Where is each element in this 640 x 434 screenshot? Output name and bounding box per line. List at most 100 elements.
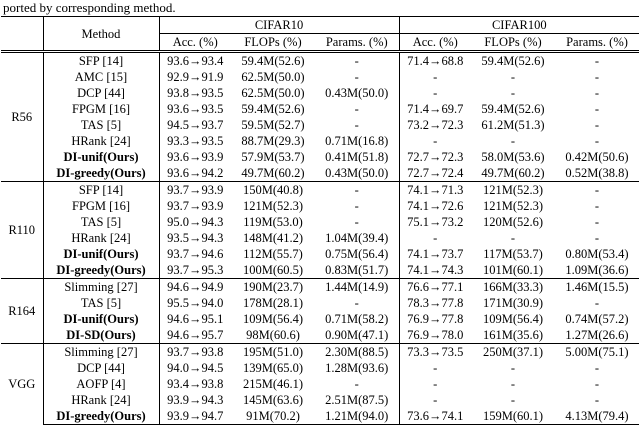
value-cell: 93.7→94.6 (167, 247, 224, 261)
method-name: TAS [5] (43, 214, 160, 230)
value-cell: - (433, 393, 438, 407)
value-cell: 159M(60.1) (471, 408, 556, 425)
value-cell: 101M(60.1) (482, 263, 544, 277)
method-name: AMC [15] (43, 69, 160, 85)
value-cell: 62.5M(50.0) (241, 70, 305, 84)
table-body: R56 SFP [14] 93.6→93.4 59.4M(52.6) -71.4→68.… (1, 51, 640, 425)
value-cell: - (315, 51, 400, 69)
value-cell: 139M(65.0) (242, 361, 304, 375)
value-cell: 58.0M(53.6) (481, 150, 545, 164)
value-cell: 74.1→73.7 (407, 247, 464, 261)
value-cell: 59.4M(52.6) (241, 54, 305, 68)
header-row-datasets: Method CIFAR10 CIFAR100 (1, 16, 640, 53)
value-cell: - (315, 101, 400, 117)
value-cell: 93.7→93.8 (159, 343, 231, 360)
table-row: DI-SD(Ours) 94.6→95.7 98M(60.6) 0.90M(47.1)… (1, 327, 639, 344)
value-cell: 71.4→68.8 (407, 54, 464, 68)
row-group-label: R56 (1, 51, 44, 182)
value-cell: - (315, 117, 400, 133)
subheader-params-cifar100: Params. (%) (555, 33, 640, 53)
value-cell: - (315, 69, 400, 85)
value-cell: 93.6→93.9 (167, 150, 224, 164)
table-row: DI-unif(Ours) 94.6→95.1 109M(56.4) 0.71M(58… (1, 311, 639, 327)
value-cell: - (510, 377, 516, 391)
value-cell: 1.09M(36.6) (565, 263, 629, 277)
value-cell: 148M(41.2) (242, 231, 304, 245)
table-row: R110 SFP [14] 93.7→93.9 150M(40.8) -74.1→71.… (1, 181, 640, 279)
table-header: Method CIFAR10 CIFAR100 Acc. (%) FLOPs (… (1, 16, 640, 53)
method-name: DI-greedy(Ours) (43, 262, 160, 279)
row-group-label: VGG (1, 343, 44, 425)
value-cell: - (315, 376, 400, 392)
value-cell: 88.7M(29.3) (241, 134, 305, 148)
value-cell: - (510, 134, 516, 148)
value-cell: 94.5→93.7 (167, 118, 224, 132)
value-cell: 62.5M(50.0) (241, 86, 305, 100)
method-name: HRank [24] (43, 392, 160, 408)
value-cell: 94.0→94.5 (167, 361, 224, 375)
value-cell: 0.83M(51.7) (315, 262, 400, 279)
value-cell: 117M(53.7) (483, 247, 543, 261)
value-cell: 61.2M(51.3) (481, 118, 545, 132)
value-cell: 100M(60.5) (242, 263, 304, 277)
method-name: DCP [44] (43, 85, 160, 101)
subheader-acc-cifar100: Acc. (%) (399, 33, 472, 53)
table-row: DI-unif(Ours) 93.6→93.9 57.9M(53.7) 0.41M(5… (1, 149, 639, 165)
value-cell: 0.75M(56.4) (315, 246, 400, 262)
table-row: TAS [5] 94.5→93.7 59.5M(52.7) -73.2→72.3 61.… (1, 117, 639, 133)
value-cell: 145M(63.6) (242, 393, 304, 407)
method-name: FPGM [16] (43, 198, 160, 214)
value-cell: 0.43M(50.0) (315, 165, 400, 182)
value-cell: 95.5→94.0 (167, 296, 224, 310)
value-cell: 57.9M(53.7) (241, 150, 305, 164)
value-cell: - (510, 393, 516, 407)
table-row: DI-greedy(Ours) 93.6→94.2 49.7M(60.2) 0.43M… (1, 165, 639, 182)
value-cell: 93.9→94.3 (167, 393, 224, 407)
value-cell: - (555, 181, 640, 198)
value-cell: 1.27M(26.6) (565, 328, 629, 342)
value-cell: 171M(30.9) (482, 296, 544, 310)
table-row: VGG Slimming [27] 93.7→93.8 195M(51.0) 2.30M… (1, 343, 640, 425)
value-cell: 93.7→95.3 (167, 263, 224, 277)
row-group-label: R164 (1, 278, 44, 344)
value-cell: 2.51M(87.5) (315, 392, 400, 408)
value-cell: - (433, 361, 438, 375)
value-cell: - (510, 231, 516, 245)
value-cell: - (594, 377, 600, 391)
table-row: DI-greedy(Ours) 93.9→94.7 91M(70.2) 1.21M(9… (1, 408, 640, 425)
value-cell: 93.7→93.9 (167, 199, 224, 213)
method-name: DI-greedy(Ours) (43, 408, 160, 425)
value-cell: 73.3→73.5 (399, 343, 472, 360)
value-cell: - (315, 214, 400, 230)
value-cell: - (594, 215, 600, 229)
value-cell: 59.4M(52.6) (481, 102, 545, 116)
method-name: DI-unif(Ours) (43, 246, 160, 262)
table-row: DCP [44] 93.8→93.5 62.5M(50.0) 0.43M(50.0) -… (1, 85, 639, 101)
value-cell: 109M(56.4) (482, 312, 544, 326)
value-cell: 73.6→74.1 (399, 408, 472, 425)
value-cell: - (594, 361, 600, 375)
method-name: Slimming [27] (43, 278, 160, 295)
table-row: R164 Slimming [27] 94.6→94.9 190M(23.7) 1.44… (1, 278, 640, 344)
method-name: DI-SD(Ours) (43, 327, 160, 344)
value-cell: 74.1→71.3 (399, 181, 472, 198)
value-cell: - (594, 70, 600, 84)
value-cell: 71.4→69.7 (407, 102, 464, 116)
method-name: TAS [5] (43, 117, 160, 133)
value-cell: - (433, 86, 438, 100)
table-row: HRank [24] 93.9→94.3 145M(63.6) 2.51M(87.5)… (1, 392, 639, 408)
value-cell: 93.8→93.5 (167, 86, 224, 100)
results-table: Method CIFAR10 CIFAR100 Acc. (%) FLOPs (… (1, 16, 640, 425)
value-cell: - (433, 134, 438, 148)
value-cell: 250M(37.1) (471, 343, 556, 360)
value-cell: 1.21M(94.0) (315, 408, 400, 425)
value-cell: 93.6→93.5 (167, 102, 224, 116)
value-cell: 150M(40.8) (231, 181, 315, 198)
value-cell: 0.74M(57.2) (565, 312, 629, 326)
table-row: FPGM [16] 93.6→93.5 59.4M(52.6) -71.4→69.7 5… (1, 101, 639, 117)
value-cell: 59.4M(52.6) (481, 54, 545, 68)
method-name: FPGM [16] (43, 101, 160, 117)
value-cell: 166M(33.3) (471, 278, 556, 295)
value-cell: - (315, 198, 400, 214)
value-cell: 121M(52.3) (471, 181, 556, 198)
